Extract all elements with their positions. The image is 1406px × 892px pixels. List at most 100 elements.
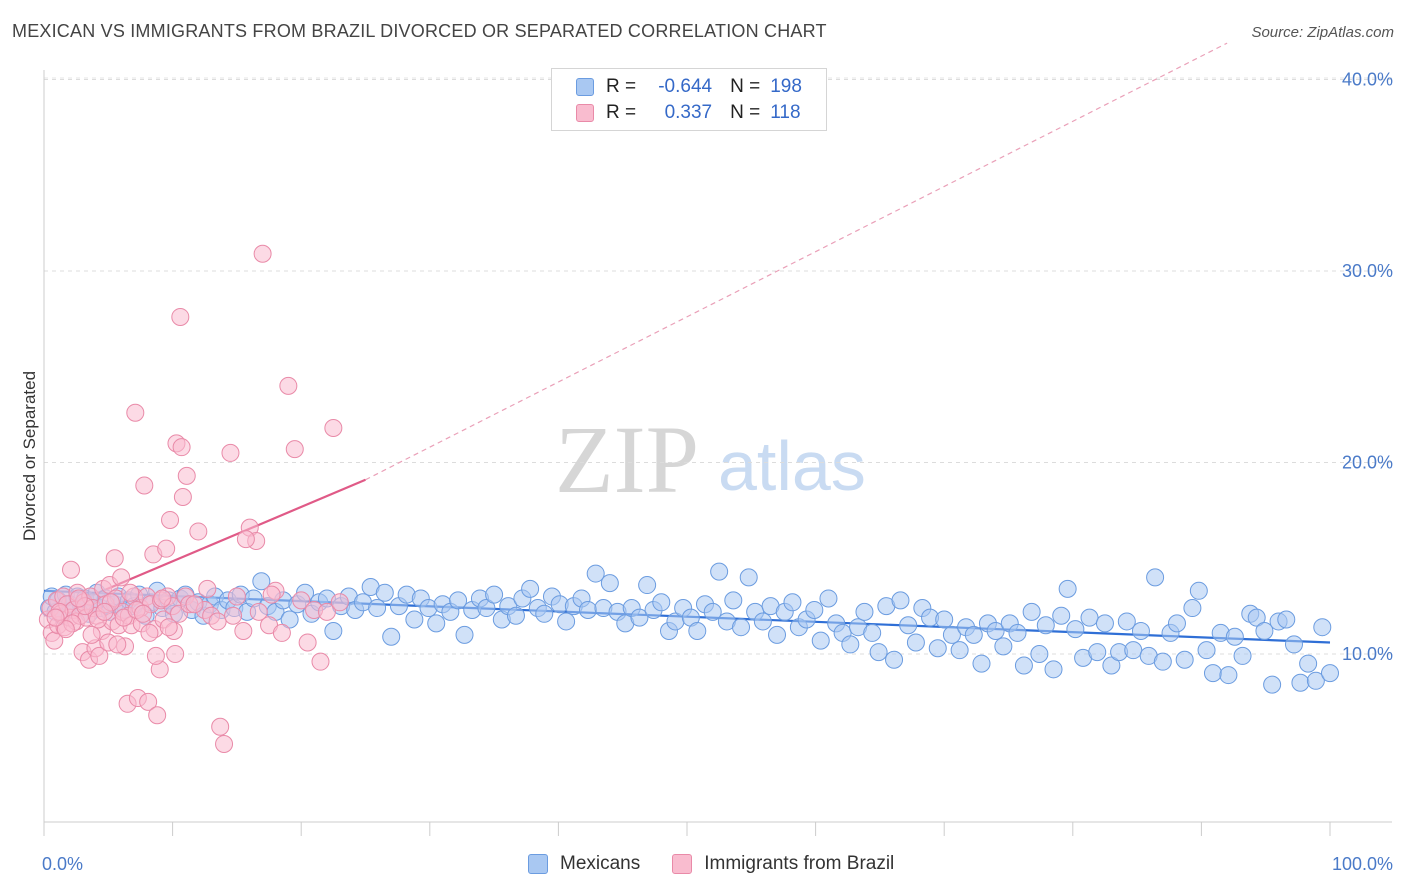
mexicans-legend-swatch bbox=[528, 854, 548, 874]
mexicans-point bbox=[783, 593, 802, 612]
brazil-point bbox=[298, 633, 317, 652]
mexicans-point bbox=[935, 610, 954, 629]
stats-legend: R = -0.644 N = 198 R = 0.337 N = 118 bbox=[551, 68, 827, 131]
y-tick-label: 30.0% bbox=[1342, 261, 1393, 281]
mexicans-point bbox=[703, 602, 722, 621]
mexicans-point bbox=[994, 637, 1013, 656]
legend-label-mexicans: Mexicans bbox=[560, 853, 641, 874]
mexicans-point bbox=[280, 610, 299, 629]
mexicans-point bbox=[964, 625, 983, 644]
mexicans-point bbox=[1291, 673, 1310, 692]
brazil-point bbox=[224, 606, 243, 625]
mexicans-point bbox=[375, 583, 394, 602]
mexicans-point bbox=[1102, 656, 1121, 675]
mexicans-point bbox=[382, 627, 401, 646]
brazil-point bbox=[311, 652, 330, 671]
mexicans-point bbox=[449, 591, 468, 610]
brazil-point bbox=[211, 717, 230, 736]
x-tick-label: 0.0% bbox=[42, 854, 83, 874]
mexicans-point bbox=[732, 618, 751, 637]
brazil-point bbox=[82, 625, 101, 644]
trend-lines bbox=[43, 42, 1331, 644]
mexicans-point bbox=[768, 625, 787, 644]
mexicans-point bbox=[1052, 606, 1071, 625]
y-tick-labels: 10.0% 20.0% 30.0% 40.0% bbox=[1342, 70, 1393, 665]
brazil-point bbox=[172, 438, 191, 457]
source-label: Source: ZipAtlas.com bbox=[1251, 24, 1394, 41]
n-value: 198 bbox=[770, 76, 802, 97]
legend-item-mexicans[interactable]: Mexicans bbox=[528, 853, 640, 875]
brazil-point bbox=[185, 595, 204, 614]
mexicans-point bbox=[863, 623, 882, 642]
y-tick-label: 20.0% bbox=[1342, 453, 1393, 473]
brazil-point bbox=[292, 591, 311, 610]
mexicans-point bbox=[1095, 614, 1114, 633]
mexicans-point bbox=[1058, 579, 1077, 598]
r-label: R = bbox=[606, 102, 637, 123]
brazil-point bbox=[148, 706, 167, 725]
mexicans-point bbox=[1284, 635, 1303, 654]
mexicans-point bbox=[600, 574, 619, 593]
mexicans-point bbox=[405, 610, 424, 629]
mexicans-point bbox=[1124, 641, 1143, 660]
mexicans-point bbox=[710, 562, 729, 581]
n-value: 118 bbox=[770, 102, 801, 123]
mexicans-point bbox=[521, 579, 540, 598]
brazil-point bbox=[46, 608, 65, 627]
mexicans-point bbox=[1183, 599, 1202, 618]
mexicans-point bbox=[1080, 608, 1099, 627]
mexicans-point bbox=[535, 604, 554, 623]
mexicans-point bbox=[899, 616, 918, 635]
mexicans-point bbox=[1219, 666, 1238, 685]
mexicans-point bbox=[1321, 664, 1339, 683]
r-value: -0.644 bbox=[658, 76, 713, 97]
brazil-point bbox=[139, 692, 158, 711]
brazil-point bbox=[279, 376, 298, 395]
y-tick-label: 10.0% bbox=[1342, 644, 1393, 664]
brazil-point bbox=[90, 646, 109, 665]
mexicans-point bbox=[885, 650, 904, 669]
brazil-point bbox=[153, 589, 172, 608]
mexicans-point bbox=[1088, 643, 1107, 662]
mexicans-point bbox=[1189, 581, 1208, 600]
mexicans-point bbox=[753, 612, 772, 631]
brazil-point bbox=[249, 602, 268, 621]
mexicans-point bbox=[1233, 646, 1252, 665]
mexicans-point bbox=[506, 606, 525, 625]
mexicans-point bbox=[1225, 627, 1244, 646]
brazil-point bbox=[146, 646, 165, 665]
mexicans-point bbox=[485, 585, 504, 604]
brazil-point bbox=[126, 403, 145, 422]
brazil-point bbox=[221, 443, 240, 462]
mexicans-point bbox=[841, 635, 860, 654]
n-label: N = bbox=[730, 76, 761, 97]
brazil-point bbox=[135, 476, 154, 495]
legend-item-brazil[interactable]: Immigrants from Brazil bbox=[672, 853, 894, 875]
r-label: R = bbox=[606, 76, 637, 97]
mexicans-point bbox=[1066, 620, 1085, 639]
r-value: 0.337 bbox=[664, 102, 713, 123]
brazil-point bbox=[317, 602, 336, 621]
mexicans-point bbox=[578, 600, 597, 619]
mexicans-point bbox=[950, 641, 969, 660]
mexicans-point bbox=[1014, 656, 1033, 675]
brazil-point bbox=[171, 307, 190, 326]
brazil-point bbox=[159, 618, 178, 637]
mexicans-point bbox=[688, 622, 707, 641]
brazil-trend-extension bbox=[365, 42, 1228, 481]
mexicans-point bbox=[1203, 664, 1222, 683]
mexicans-point bbox=[1299, 654, 1318, 673]
mexicans-point bbox=[1197, 641, 1216, 660]
brazil-point bbox=[112, 568, 131, 587]
stats-row-brazil: R = 0.337 N = 118 bbox=[576, 100, 801, 126]
watermark-atlas: atlas bbox=[718, 427, 866, 505]
brazil-point bbox=[161, 510, 180, 529]
mexicans-point bbox=[928, 639, 947, 658]
brazil-point bbox=[330, 593, 349, 612]
legend-label-brazil: Immigrants from Brazil bbox=[704, 853, 895, 874]
axes bbox=[43, 70, 1392, 836]
brazil-point bbox=[253, 244, 272, 263]
brazil-point bbox=[285, 440, 304, 459]
brazil-point bbox=[198, 579, 217, 598]
